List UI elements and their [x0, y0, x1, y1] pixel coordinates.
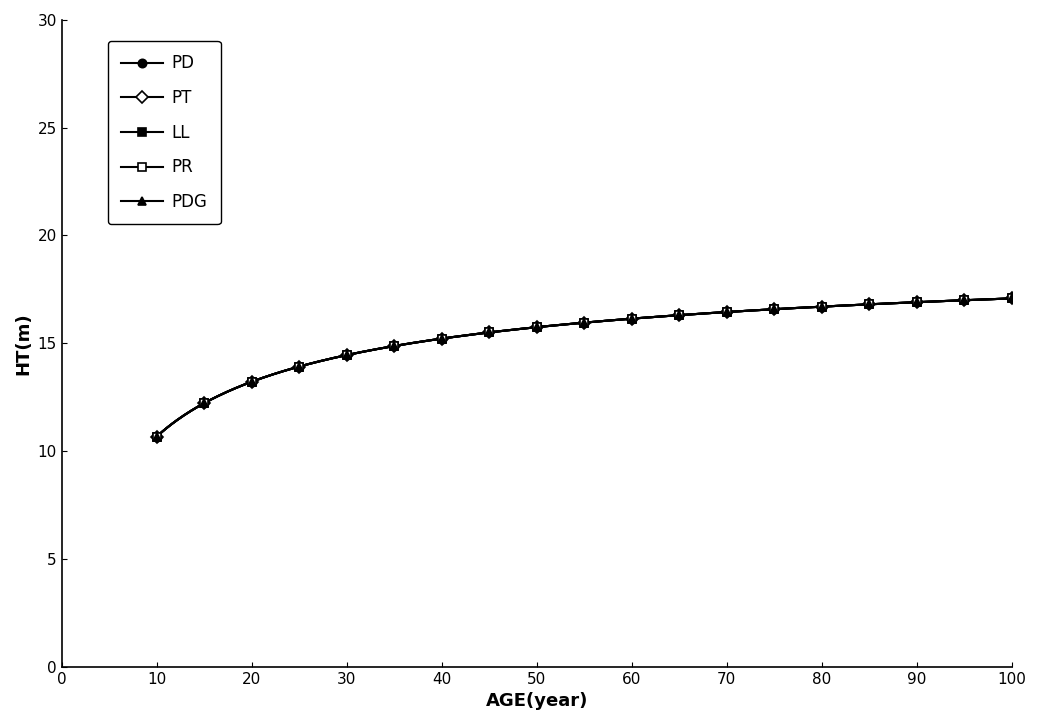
X-axis label: AGE(year): AGE(year) [486, 692, 588, 710]
Y-axis label: HT(m): HT(m) [14, 312, 32, 374]
Legend: PD, PT, LL, PR, PDG: PD, PT, LL, PR, PDG [108, 41, 220, 224]
